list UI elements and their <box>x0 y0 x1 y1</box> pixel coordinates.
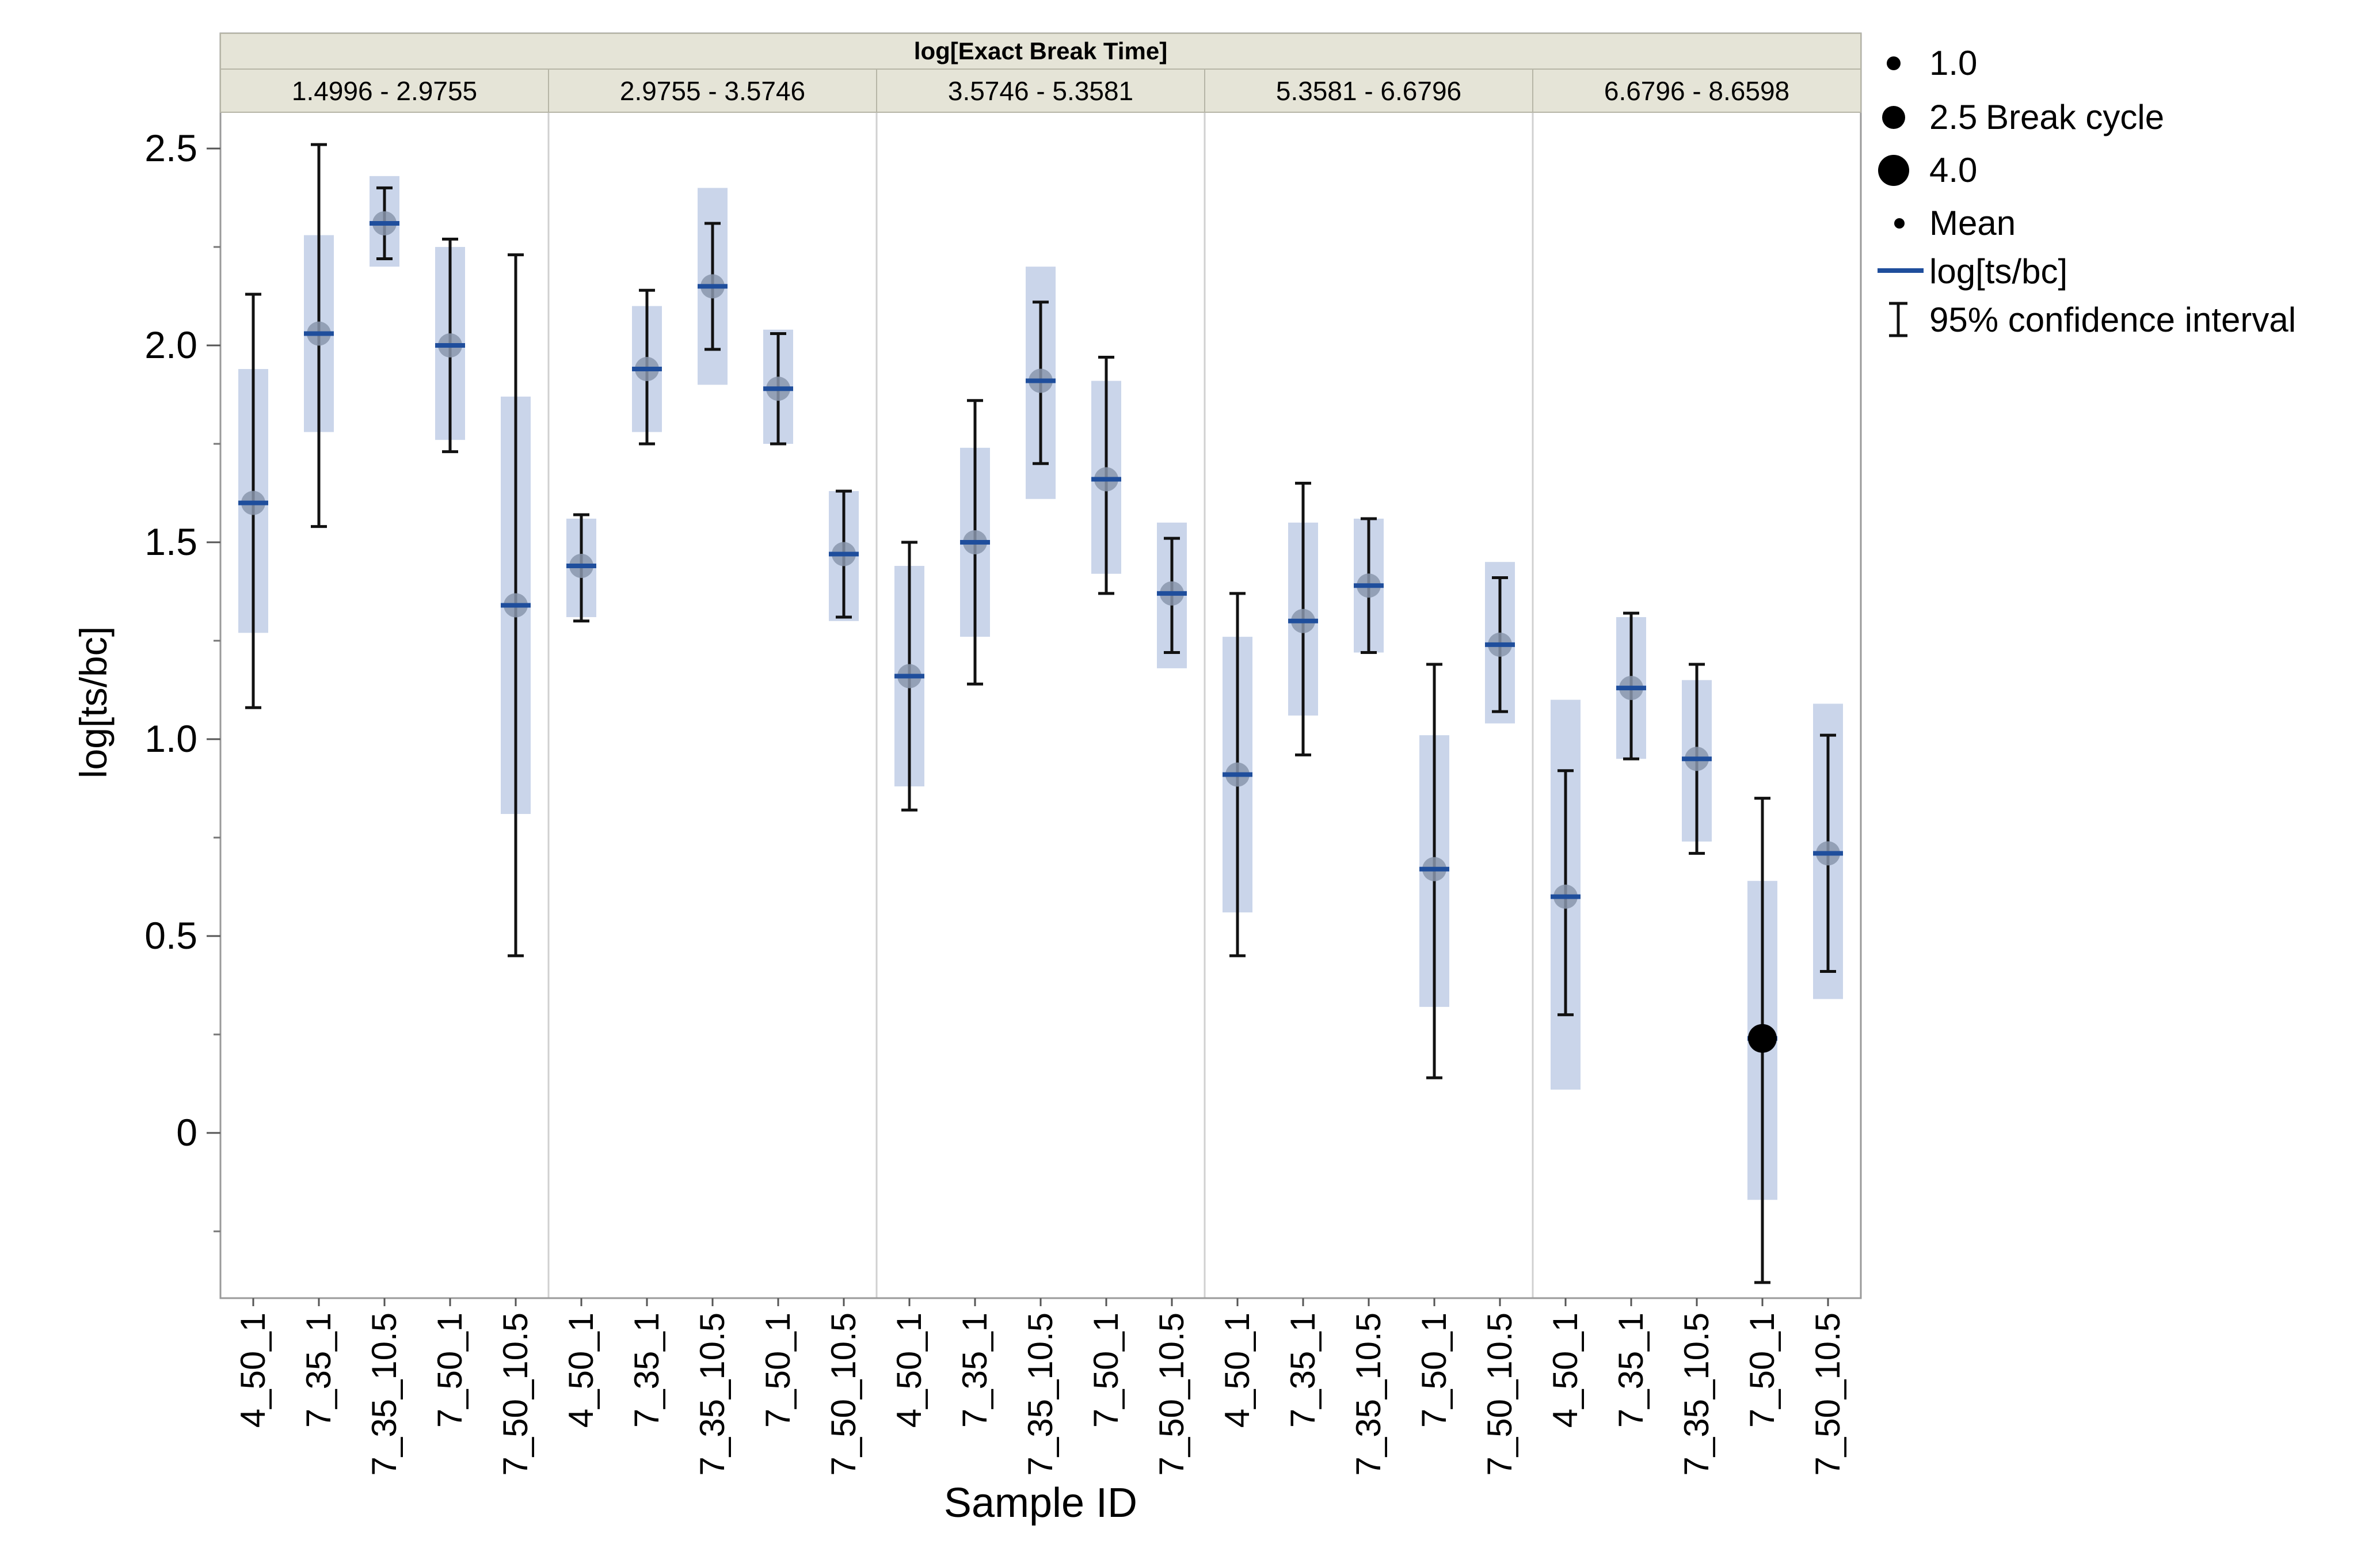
panel-range-label-1: 1.4996 - 2.9755 <box>292 76 477 106</box>
x-axis-label: Sample ID <box>944 1480 1137 1526</box>
x-tick-label-4-2: 7_35_1 <box>1284 1313 1322 1428</box>
x-tick-label-3-1: 4_50_1 <box>890 1313 928 1428</box>
x-tick-label-4-1: 4_50_1 <box>1218 1313 1256 1428</box>
y-tick-label-4: 1.5 <box>144 520 197 563</box>
title-header <box>220 33 1861 70</box>
panel-range-label-2: 2.9755 - 3.5746 <box>620 76 805 106</box>
legend-size-value-2: 2.5 <box>1929 98 1977 136</box>
legend-size-dot-3 <box>1878 155 1909 186</box>
panel-header-2 <box>548 69 877 113</box>
x-tick-label-3-2: 7_35_1 <box>955 1313 994 1428</box>
x-tick-label-2-1: 4_50_1 <box>562 1313 600 1428</box>
x-tick-label-1-5: 7_50_10.5 <box>496 1313 535 1476</box>
legend-size-dot-1 <box>1887 56 1901 70</box>
y-tick-label-1: 0 <box>176 1111 197 1154</box>
x-tick-label-2-4: 7_50_1 <box>759 1313 797 1428</box>
legend-line-label: log[ts/bc] <box>1929 252 2067 291</box>
x-tick-label-2-2: 7_35_1 <box>627 1313 666 1428</box>
x-tick-label-5-5: 7_50_10.5 <box>1808 1313 1847 1476</box>
x-tick-label-4-5: 7_50_10.5 <box>1480 1313 1519 1476</box>
legend-size-dot-2 <box>1882 106 1905 129</box>
x-tick-label-1-2: 7_35_1 <box>299 1313 338 1428</box>
legend-size-value-1: 1.0 <box>1929 44 1977 82</box>
x-tick-label-3-4: 7_50_1 <box>1087 1313 1125 1428</box>
x-tick-label-1-3: 7_35_10.5 <box>365 1313 403 1476</box>
legend-mean-dot <box>1894 218 1905 229</box>
legend-mean-label: Mean <box>1929 204 2016 242</box>
y-tick-label-3: 1.0 <box>144 717 197 760</box>
y-axis-label: log[ts/bc] <box>72 626 115 778</box>
x-tick-label-5-3: 7_35_10.5 <box>1677 1313 1716 1476</box>
y-tick-label-2: 0.5 <box>144 914 197 957</box>
x-tick-label-2-5: 7_50_10.5 <box>824 1313 863 1476</box>
legend-ci-label: 95% confidence interval <box>1929 300 2296 339</box>
legend-ci-icon <box>1889 302 1907 337</box>
x-tick-label-1-1: 4_50_1 <box>234 1313 272 1428</box>
chart-title: log[Exact Break Time] <box>914 37 1167 64</box>
x-tick-label-3-5: 7_50_10.5 <box>1152 1313 1191 1476</box>
x-tick-label-4-4: 7_50_1 <box>1415 1313 1453 1428</box>
panel-range-label-3: 3.5746 - 5.3581 <box>948 76 1133 106</box>
x-tick-label-5-2: 7_35_1 <box>1612 1313 1650 1428</box>
panel-header-3 <box>876 69 1205 113</box>
legend: 1.0 2.5 Break cycle 4.0 Mean log[ts/bc] … <box>1878 44 2296 339</box>
y-tick-label-5: 2.0 <box>144 324 197 366</box>
x-tick-label-5-1: 4_50_1 <box>1546 1313 1585 1428</box>
x-tick-label-2-3: 7_35_10.5 <box>693 1313 732 1476</box>
x-tick-label-4-3: 7_35_10.5 <box>1349 1313 1388 1476</box>
panel-header-1 <box>220 69 549 113</box>
x-tick-label-3-3: 7_35_10.5 <box>1021 1313 1060 1476</box>
x-tick-label-5-4: 7_50_1 <box>1743 1313 1781 1428</box>
x-tick-label-1-4: 7_50_1 <box>431 1313 469 1428</box>
legend-size-title: Break cycle <box>1986 98 2164 136</box>
panel-header-5 <box>1532 69 1861 113</box>
panel-range-label-5: 6.6796 - 8.6598 <box>1604 76 1789 106</box>
panel-range-label-4: 5.3581 - 6.6796 <box>1276 76 1461 106</box>
y-tick-label-6: 2.5 <box>144 127 197 169</box>
break-cycle-marker-5-1 <box>1748 1024 1777 1053</box>
legend-size-value-3: 4.0 <box>1929 151 1977 189</box>
